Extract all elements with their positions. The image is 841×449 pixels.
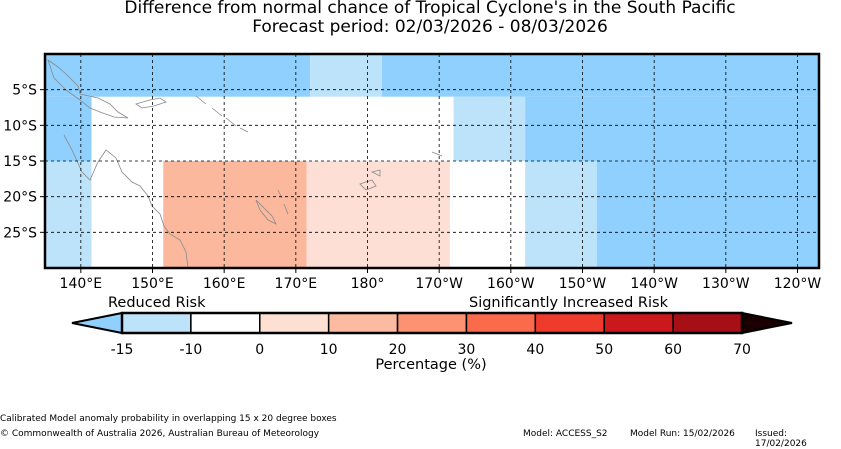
colorbar-tick-label: -15 (110, 342, 134, 358)
x-tick-label: 160°E (203, 276, 246, 292)
colorbar-tick-label: -10 (179, 342, 203, 358)
colorbar-over-arrow (741, 311, 793, 335)
anomaly-cell (449, 161, 526, 268)
anomaly-cell (596, 161, 819, 268)
coastline-new-guinea (47, 58, 129, 119)
colorbar-bin (190, 312, 261, 334)
model-name: Model: ACCESS_S2 (523, 429, 608, 439)
colorbar-tick-label: 40 (526, 342, 545, 358)
increased-risk-label: Significantly Increased Risk (469, 295, 668, 311)
coastline-new-caledonia (255, 199, 277, 225)
x-tick-label: 150°E (131, 276, 174, 292)
coastline-australia-east (63, 134, 189, 269)
anomaly-cell (45, 96, 92, 161)
y-tick-label: 15°S (3, 154, 37, 170)
x-tick-label: 140°E (60, 276, 103, 292)
x-tick-label: 130°W (702, 276, 750, 292)
anomaly-cell (45, 161, 92, 268)
coastline-solomon-islands (195, 95, 249, 133)
y-tick-label: 20°S (3, 190, 37, 206)
colorbar-bin (465, 312, 537, 334)
anomaly-cell (306, 161, 450, 268)
anomaly-cell (525, 96, 819, 161)
chart-title: Difference from normal chance of Tropica… (124, 0, 736, 18)
x-tick-label: 170°W (415, 276, 463, 292)
colorbar-bin (534, 312, 605, 334)
x-tick-label: 140°W (630, 276, 678, 292)
anomaly-cell (91, 161, 164, 268)
issued-date: Issued: 17/02/2026 (755, 429, 807, 449)
anomaly-cell (525, 161, 597, 268)
colorbar-under-arrow (71, 311, 123, 335)
x-tick-label: 160°W (487, 276, 535, 292)
colorbar-bin (603, 312, 674, 334)
model-run-date: Model Run: 15/02/2026 (630, 429, 735, 439)
y-tick-label: 5°S (12, 83, 37, 99)
colorbar-bin (121, 312, 192, 334)
colorbar-tick-label: 30 (457, 342, 476, 358)
coastline-new-britain (135, 97, 167, 109)
colorbar-tick-label: 60 (664, 342, 683, 358)
anomaly-cell (453, 96, 526, 161)
x-tick-label: 150°W (559, 276, 607, 292)
coastline-fiji (359, 169, 381, 191)
colorbar-tick-label: 10 (319, 342, 338, 358)
colorbar-bin (396, 312, 468, 334)
anomaly-cell (91, 96, 454, 161)
colorbar-tick-label: 70 (733, 342, 751, 358)
colorbar-tick-label: 20 (388, 342, 407, 358)
colorbar (71, 311, 793, 335)
colorbar-bin (259, 312, 330, 334)
colorbar-label: Percentage (%) (375, 357, 487, 373)
colorbar-tick-label: 50 (595, 342, 614, 358)
colorbar-bins (71, 311, 793, 335)
colorbar-bin (672, 312, 743, 334)
x-tick-label: 120°W (774, 276, 822, 292)
colorbar-bin (327, 312, 399, 334)
coastline-samoa (431, 151, 443, 157)
map-axes: 140°E 150°E 160°E 170°E 180° 170°W 160°W 150°W 1… (3, 83, 821, 292)
anomaly-map: 140°E 150°E 160°E 170°E 180° 170°W 160°W 150°W 1… (3, 52, 821, 292)
colorbar-tick-label: 0 (255, 342, 265, 358)
copyright-text: © Commonwealth of Australia 2026, Austra… (0, 429, 320, 439)
colorbar-frame (120, 311, 744, 335)
x-tick-label: 180° (351, 276, 385, 292)
x-tick-label: 170°E (275, 276, 318, 292)
anomaly-cell (163, 161, 307, 268)
y-tick-label: 10°S (3, 118, 37, 134)
reduced-risk-label: Reduced Risk (108, 295, 206, 311)
map-grid (45, 54, 819, 268)
method-note: Calibrated Model anomaly probability in … (0, 414, 337, 424)
y-tick-label: 25°S (3, 225, 37, 241)
forecast-period-subtitle: Forecast period: 02/03/2026 - 08/03/2026 (252, 17, 608, 37)
